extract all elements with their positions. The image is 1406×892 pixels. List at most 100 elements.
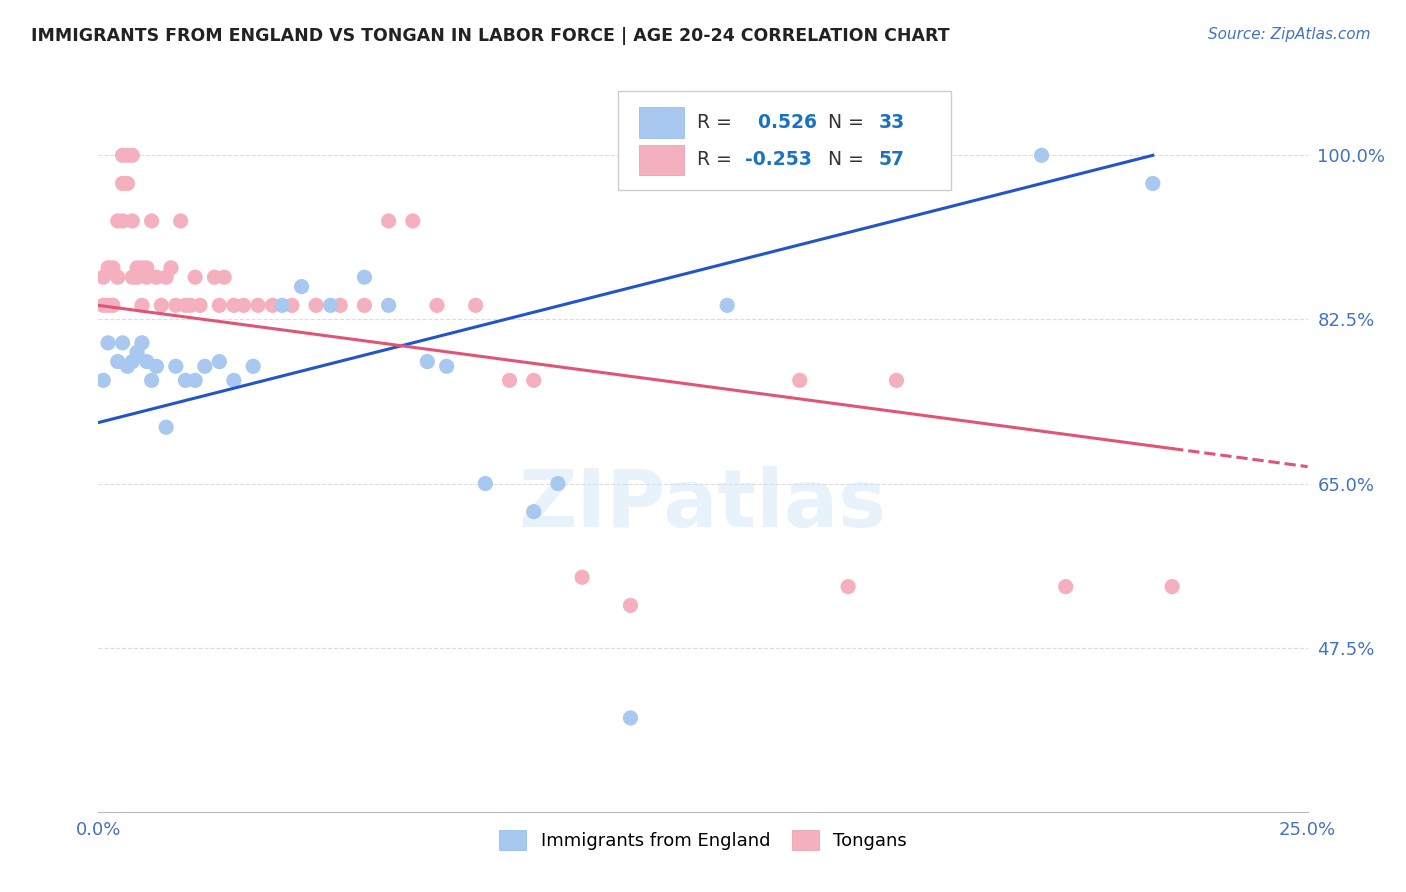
Point xyxy=(131,260,153,275)
Point xyxy=(242,359,264,374)
Point xyxy=(107,214,129,228)
Point xyxy=(1142,177,1164,191)
Point xyxy=(208,354,231,368)
Point xyxy=(319,298,342,312)
Text: Source: ZipAtlas.com: Source: ZipAtlas.com xyxy=(1208,27,1371,42)
Text: 33: 33 xyxy=(879,113,904,132)
Point xyxy=(377,214,399,228)
Point xyxy=(402,214,425,228)
Legend: Immigrants from England, Tongans: Immigrants from England, Tongans xyxy=(492,823,914,857)
Point xyxy=(305,298,328,312)
Point xyxy=(837,580,859,594)
FancyBboxPatch shape xyxy=(638,145,683,176)
Point xyxy=(101,298,124,312)
Point xyxy=(135,270,157,285)
Point xyxy=(155,420,177,434)
Point xyxy=(145,270,167,285)
Point xyxy=(184,373,207,387)
Point xyxy=(117,177,139,191)
Point xyxy=(91,373,114,387)
Point xyxy=(222,373,245,387)
Point xyxy=(117,359,139,374)
Point xyxy=(474,476,496,491)
Point xyxy=(174,373,197,387)
Text: R =: R = xyxy=(697,113,733,132)
Point xyxy=(619,599,641,613)
Point xyxy=(111,177,134,191)
Point xyxy=(97,335,120,350)
Point xyxy=(619,711,641,725)
Text: N =: N = xyxy=(828,150,863,169)
Point xyxy=(121,214,143,228)
Point xyxy=(107,354,129,368)
Point xyxy=(290,279,312,293)
Point xyxy=(121,148,143,162)
Point xyxy=(91,270,114,285)
Point xyxy=(329,298,352,312)
Point xyxy=(127,345,149,359)
Point xyxy=(91,298,114,312)
Point xyxy=(117,148,139,162)
Point xyxy=(208,298,231,312)
Point xyxy=(121,270,143,285)
Point xyxy=(194,359,217,374)
Point xyxy=(353,298,375,312)
Point xyxy=(886,373,908,387)
Point xyxy=(111,335,134,350)
Point xyxy=(426,298,449,312)
Point xyxy=(111,148,134,162)
Point xyxy=(165,298,187,312)
Point xyxy=(188,298,211,312)
Point xyxy=(353,270,375,285)
Point xyxy=(271,298,294,312)
Point xyxy=(127,260,149,275)
Point xyxy=(716,298,738,312)
Point xyxy=(789,373,811,387)
Point xyxy=(1054,580,1077,594)
Point xyxy=(145,359,167,374)
Point xyxy=(141,373,163,387)
Text: N =: N = xyxy=(828,113,863,132)
Point xyxy=(97,260,120,275)
Point xyxy=(101,260,124,275)
Point xyxy=(247,298,270,312)
Text: IMMIGRANTS FROM ENGLAND VS TONGAN IN LABOR FORCE | AGE 20-24 CORRELATION CHART: IMMIGRANTS FROM ENGLAND VS TONGAN IN LAB… xyxy=(31,27,949,45)
Point xyxy=(174,298,197,312)
Text: ZIPatlas: ZIPatlas xyxy=(519,466,887,543)
Text: -0.253: -0.253 xyxy=(745,150,813,169)
Point xyxy=(436,359,458,374)
Point xyxy=(127,270,149,285)
Point xyxy=(169,214,191,228)
FancyBboxPatch shape xyxy=(638,107,683,138)
Point xyxy=(184,270,207,285)
Point xyxy=(377,298,399,312)
Point xyxy=(179,298,201,312)
Text: R =: R = xyxy=(697,150,733,169)
Point xyxy=(571,570,593,584)
Point xyxy=(141,214,163,228)
Point xyxy=(212,270,235,285)
Point xyxy=(135,354,157,368)
Point xyxy=(523,373,546,387)
Text: 57: 57 xyxy=(879,150,904,169)
Point xyxy=(111,214,134,228)
Point xyxy=(121,354,143,368)
FancyBboxPatch shape xyxy=(619,91,950,190)
Point xyxy=(131,298,153,312)
Point xyxy=(97,298,120,312)
Point xyxy=(547,476,569,491)
Point xyxy=(204,270,226,285)
Point xyxy=(1031,148,1053,162)
Point xyxy=(523,505,546,519)
Point xyxy=(165,359,187,374)
Text: 0.526: 0.526 xyxy=(745,113,817,132)
Point xyxy=(150,298,173,312)
Point xyxy=(155,270,177,285)
Point xyxy=(498,373,520,387)
Point xyxy=(281,298,304,312)
Point xyxy=(131,335,153,350)
Point xyxy=(416,354,439,368)
Point xyxy=(222,298,245,312)
Point xyxy=(107,270,129,285)
Point xyxy=(464,298,486,312)
